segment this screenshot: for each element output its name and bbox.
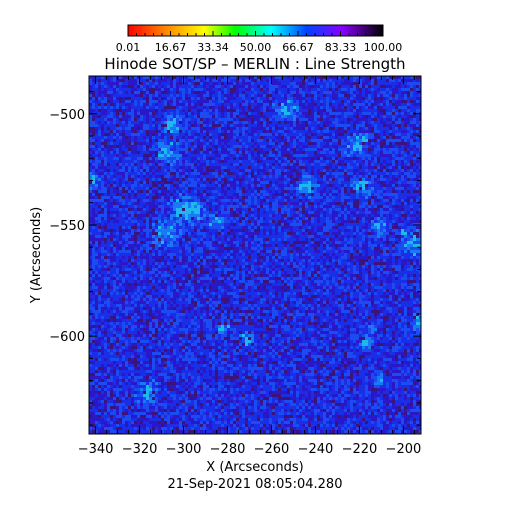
plot-frame [88,75,422,435]
colorbar-tick-label: 50.00 [240,41,272,54]
y-tick-label: −550 [49,219,85,234]
colorbar-tick-label: 83.33 [325,41,357,54]
x-tick-label: −340 [78,442,114,457]
colorbar-ticks [127,31,384,36]
x-tick-label: −240 [298,442,334,457]
colorbar-tick-label: 0.01 [116,41,141,54]
x-tick-label: −260 [254,442,290,457]
x-tick-label: −200 [386,442,422,457]
y-axis-label: Y (Arcseconds) [29,207,44,304]
heatmap-field [89,76,421,434]
x-tick-label: −320 [122,442,158,457]
colorbar-tick-label: 16.67 [155,41,187,54]
x-tick-label: −220 [342,442,378,457]
chart-title: Hinode SOT/SP – MERLIN : Line Strength [104,55,405,73]
colorbar-tick-label: 33.34 [197,41,229,54]
x-axis-label: X (Arcseconds) [206,460,303,475]
colorbar-tick-label: 100.00 [364,41,403,54]
x-tick-label: −280 [210,442,246,457]
x-tick-label: −300 [166,442,202,457]
y-tick-label: −500 [49,108,85,123]
colorbar-tick-label: 66.67 [282,41,314,54]
x-axis-ticks: −340 −320 −300 −280 −260 −240 −220 −200 [78,76,422,457]
y-tick-label: −600 [49,330,85,345]
y-axis-ticks: −500 −550 −600 [49,91,421,426]
observation-timestamp: 21-Sep-2021 08:05:04.280 [168,477,343,492]
colorbar-tick-labels: 0.01 16.67 33.34 50.00 66.67 83.33 100.00 [116,41,403,54]
